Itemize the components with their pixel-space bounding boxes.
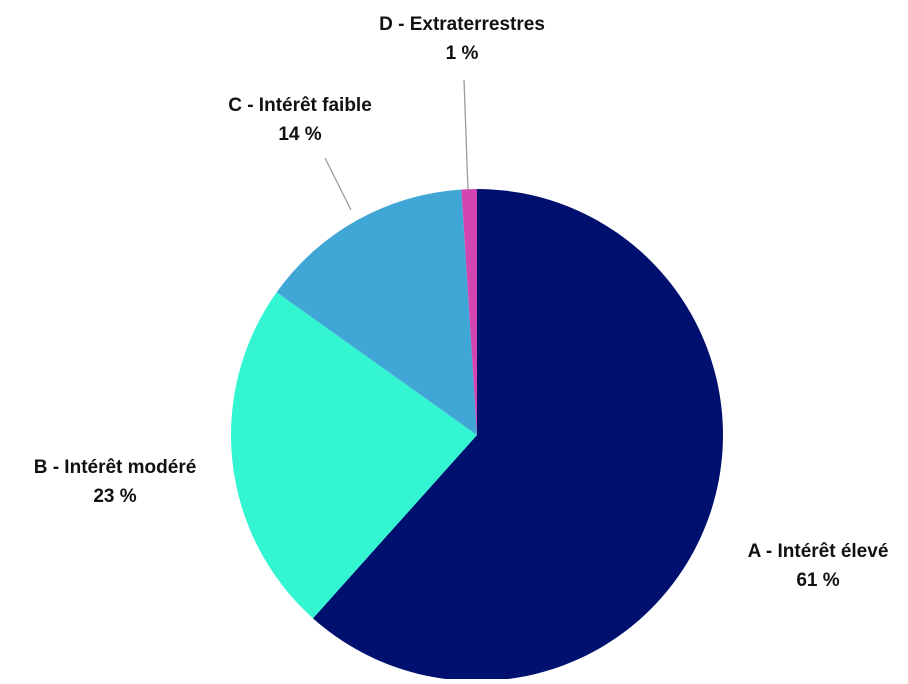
slice-label-b-interet-modere: B - Intérêt modéré [34,457,197,478]
leader-line-d-extraterrestres [463,79,469,191]
pie-slice-c-interet-faible [276,189,477,435]
pie-slice-a-interet-eleve [312,189,723,681]
slice-label-a-interet-eleve: A - Intérêt élevé [748,541,889,562]
slice-value-b-interet-modere: 23 % [93,486,136,507]
slice-value-d-extraterrestres: 1 % [446,43,479,64]
slice-label-d-extraterrestres: D - Extraterrestres [379,14,545,35]
leader-line-c-interet-faible [324,157,352,211]
slice-value-a-interet-eleve: 61 % [796,570,839,591]
leader-lines-group [324,79,469,211]
slice-value-c-interet-faible: 14 % [278,124,321,145]
pie-slice-b-interet-modere [230,292,477,619]
slice-label-c-interet-faible: C - Intérêt faible [228,95,372,116]
slices-group [230,189,723,681]
labels-group: A - Intérêt élevé 61 % B - Intérêt modéré 2… [34,14,889,591]
pie-slice-d-extraterrestres [461,189,477,435]
